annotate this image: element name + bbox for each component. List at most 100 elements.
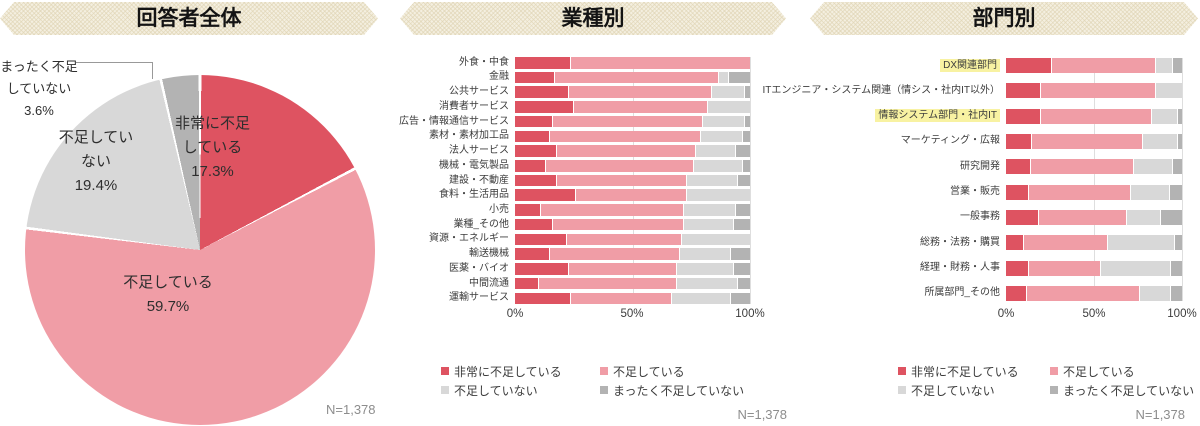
category-label: 小売 bbox=[489, 203, 509, 215]
stacked-bar bbox=[515, 218, 750, 231]
panel-title-industry: 業種別 bbox=[400, 2, 786, 35]
department-tick-100: 100% bbox=[1167, 308, 1197, 320]
stacked-bar bbox=[1006, 133, 1182, 149]
bar-segment bbox=[1041, 108, 1153, 124]
bar-row: ITエンジニア・システム関連（情シス・社内IT以外） bbox=[746, 83, 1182, 99]
bar-segment bbox=[545, 160, 694, 172]
bar-segment bbox=[745, 86, 750, 98]
bar-segment bbox=[1006, 260, 1029, 276]
bar-segment bbox=[515, 57, 572, 69]
bar-segment bbox=[1006, 58, 1052, 73]
bar-segment bbox=[681, 233, 750, 246]
stacked-bar bbox=[1006, 58, 1182, 73]
category-label: 食料・生活用品 bbox=[439, 189, 509, 201]
bar-segment bbox=[1023, 235, 1109, 251]
bar-row: 営業・販売 bbox=[746, 184, 1182, 200]
bar-segment bbox=[515, 71, 555, 84]
category-label: 建設・不動産 bbox=[449, 174, 509, 186]
legend-item-very-insufficient: 非常に不足している bbox=[898, 364, 1019, 379]
category-label: 広告・情報通信サービス bbox=[399, 115, 509, 127]
panel-title-overall-text: 回答者全体 bbox=[136, 7, 242, 30]
bar-segment bbox=[515, 292, 572, 304]
stacked-bar bbox=[515, 263, 750, 275]
bar-segment bbox=[515, 160, 546, 172]
industry-tick-100: 100% bbox=[735, 308, 765, 320]
legend-swatch-very-insufficient bbox=[441, 367, 449, 375]
bar-row: 研究開発 bbox=[746, 159, 1182, 175]
highlighted-category-label: 情報システム部門・社内IT bbox=[875, 109, 1000, 123]
bar-segment bbox=[700, 130, 743, 143]
bar-segment bbox=[679, 248, 732, 260]
category-label: 営業・販売 bbox=[950, 186, 1000, 198]
bar-segment bbox=[1139, 285, 1172, 301]
bar-segment bbox=[1032, 133, 1144, 149]
bar-segment bbox=[515, 189, 577, 201]
legend-swatch-not-insufficient bbox=[898, 386, 906, 394]
bar-row: 金融 bbox=[385, 71, 750, 84]
stacked-bar bbox=[1006, 235, 1182, 251]
category-label: 研究開発 bbox=[960, 160, 1000, 172]
bar-segment bbox=[1143, 133, 1179, 149]
category-label: 素材・素材加工品 bbox=[429, 130, 509, 142]
bar-segment bbox=[1178, 108, 1182, 124]
stacked-bar bbox=[515, 248, 750, 260]
stacked-bar bbox=[515, 86, 750, 98]
bar-segment bbox=[1041, 83, 1156, 99]
bar-segment bbox=[573, 101, 708, 113]
bar-segment bbox=[1006, 209, 1040, 225]
bar-segment bbox=[1134, 159, 1174, 175]
bar-row: 医薬・バイオ bbox=[385, 263, 750, 275]
bar-segment bbox=[515, 218, 553, 231]
stacked-bar bbox=[515, 189, 750, 201]
legend-swatch-not-insufficient bbox=[441, 386, 449, 394]
legend-swatch-very-insufficient bbox=[898, 367, 906, 375]
panel-title-industry-text: 業種別 bbox=[561, 7, 625, 30]
department-bar-chart: DX関連部門 ITエンジニア・システム関連（情シス・社内IT以外） 情報システム部門… bbox=[746, 58, 1182, 301]
stacked-bar bbox=[1006, 159, 1182, 175]
bar-segment bbox=[515, 174, 558, 187]
sample-size-industry: N=1,378 bbox=[737, 407, 787, 422]
bar-segment bbox=[515, 101, 574, 113]
category-label: 法人サービス bbox=[449, 145, 509, 157]
legend-swatch-not-at-all bbox=[600, 386, 608, 394]
bar-segment bbox=[695, 145, 736, 157]
pie-label-not-at-all-insufficient: まったく不足 していない 3.6% bbox=[0, 59, 78, 118]
bar-segment bbox=[742, 130, 750, 143]
bar-segment bbox=[733, 263, 750, 275]
bar-segment bbox=[540, 204, 685, 216]
bar-segment bbox=[1152, 108, 1179, 124]
category-label: 業種_その他 bbox=[453, 218, 509, 230]
bar-segment bbox=[515, 130, 551, 143]
bar-segment bbox=[1171, 285, 1182, 301]
stacked-bar bbox=[515, 145, 750, 157]
stacked-bar bbox=[515, 204, 750, 216]
industry-tick-0: 0% bbox=[506, 308, 524, 320]
sample-size-department: N=1,378 bbox=[1135, 407, 1185, 422]
bar-segment bbox=[569, 86, 713, 98]
stacked-bar bbox=[515, 57, 750, 69]
stacked-bar bbox=[1006, 108, 1182, 124]
bar-segment bbox=[515, 263, 570, 275]
bar-segment bbox=[1028, 184, 1131, 200]
bar-segment bbox=[1108, 235, 1175, 251]
category-label: 資源・エネルギー bbox=[429, 233, 509, 245]
bar-segment bbox=[550, 130, 701, 143]
bar-segment bbox=[515, 115, 553, 128]
bar-row: 建設・不動産 bbox=[385, 175, 750, 187]
stacked-bar bbox=[515, 130, 750, 143]
legend-item-very-insufficient: 非常に不足している bbox=[441, 364, 562, 379]
legend-item-not-insufficient: 不足していない bbox=[898, 383, 995, 398]
bar-segment bbox=[1127, 209, 1161, 225]
category-label: 輸送機械 bbox=[469, 248, 509, 260]
bar-segment bbox=[1051, 58, 1156, 73]
bar-segment bbox=[728, 71, 750, 84]
bar-segment bbox=[731, 248, 750, 260]
stacked-bar bbox=[1006, 285, 1182, 301]
highlighted-category-label: DX関連部門 bbox=[940, 58, 1000, 72]
bar-segment bbox=[719, 71, 729, 84]
bar-segment bbox=[686, 189, 750, 201]
bar-segment bbox=[515, 204, 541, 216]
bar-segment bbox=[1030, 159, 1135, 175]
bar-row: マーケティング・広報 bbox=[746, 133, 1182, 149]
pie-label-insufficient: 不足している 59.7% bbox=[123, 274, 213, 315]
